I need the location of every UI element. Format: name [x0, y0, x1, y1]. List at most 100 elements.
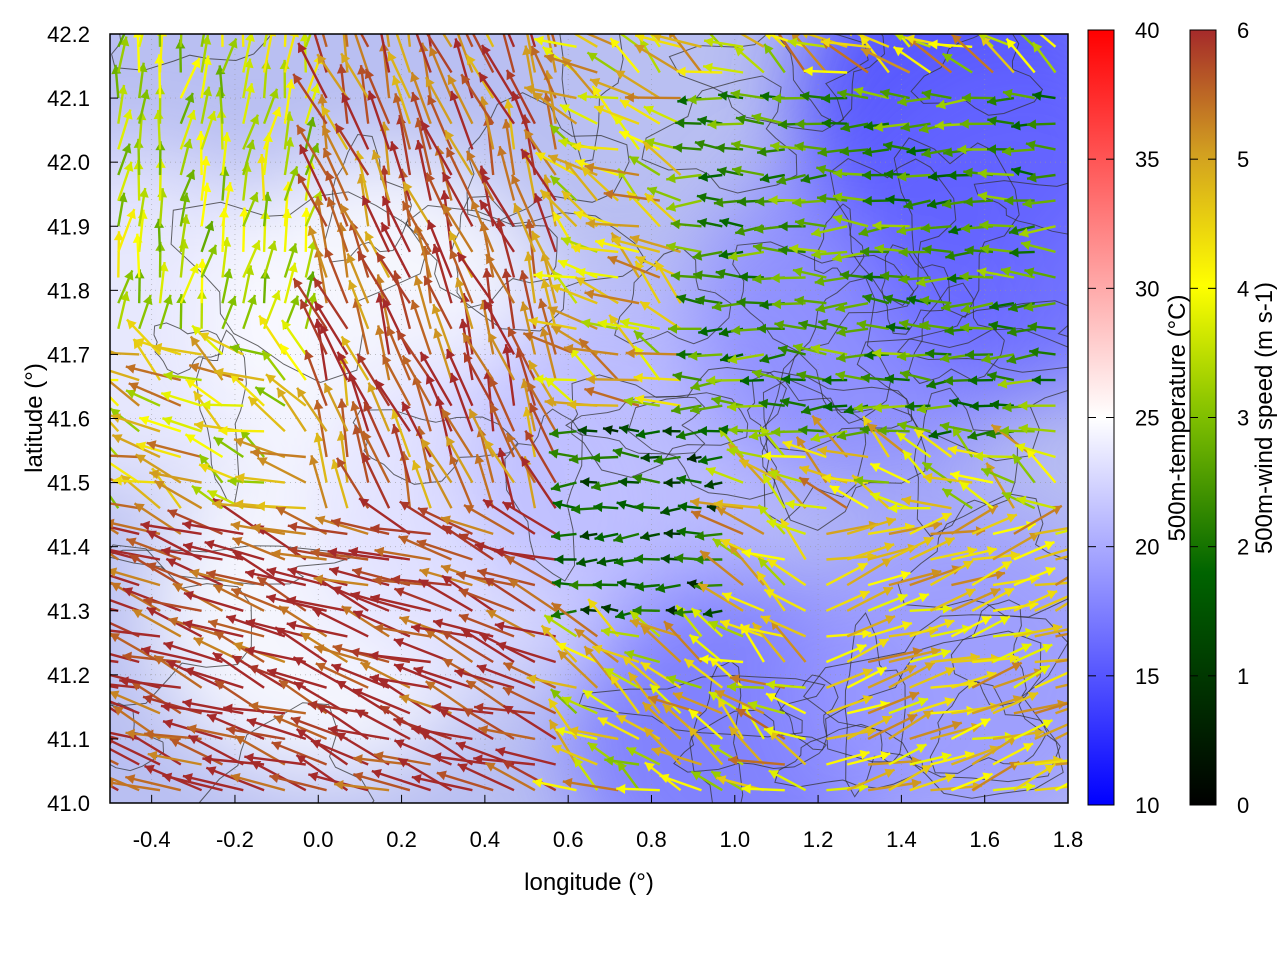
wind-vector [266, 668, 327, 689]
wind-vector [460, 73, 495, 125]
y-tick-label: 41.8 [47, 278, 90, 303]
wind-vector [1013, 643, 1053, 664]
wind-vector [628, 155, 661, 177]
wind-vector [760, 615, 807, 638]
wind-vector [286, 620, 348, 638]
wind-vector [969, 401, 994, 412]
wind-vector [663, 477, 681, 488]
wind-vector [502, 686, 557, 715]
wind-vector [901, 495, 952, 510]
wind-vector [779, 397, 806, 408]
wind-vector [898, 247, 931, 258]
wind-vector [370, 594, 431, 612]
wind-vector [478, 725, 536, 741]
wind-vector [609, 37, 640, 74]
wind-vector [110, 632, 161, 664]
wind-vector [915, 276, 952, 287]
wind-vector [445, 348, 474, 407]
wind-vector [867, 664, 917, 689]
wind-vector [629, 610, 661, 638]
wind-vector [117, 208, 136, 253]
wind-vector [125, 728, 181, 741]
wind-vector [835, 370, 869, 382]
contour-line [466, 92, 630, 224]
wind-vector [415, 34, 432, 73]
wind-vector [971, 587, 1015, 612]
wind-vector [158, 34, 162, 47]
wind-vector [756, 146, 785, 157]
wind-vector [1034, 526, 1068, 536]
wind-vector [110, 378, 119, 382]
wind-vector [391, 75, 412, 125]
contour-line [195, 329, 247, 505]
wind-vector [160, 702, 223, 715]
wind-vector [836, 352, 869, 363]
wind-vector [299, 631, 349, 664]
wind-vector [811, 225, 848, 238]
wind-vector [997, 378, 1035, 389]
wind-vector [117, 84, 128, 124]
wind-vector [964, 349, 994, 360]
wind-vector [313, 399, 328, 458]
wind-vector [792, 343, 827, 356]
wind-vector [587, 598, 620, 638]
wind-vector [597, 716, 640, 740]
wind-vector [585, 374, 640, 385]
contour-line [565, 395, 706, 455]
wind-vector [367, 90, 391, 150]
wind-vector [992, 531, 1040, 561]
contour-line [614, 246, 732, 345]
wind-vector [668, 323, 702, 334]
wind-vector [798, 425, 827, 436]
wind-vector [959, 271, 994, 282]
contour-line [973, 180, 1068, 235]
wind-vector [655, 583, 681, 593]
wind-vector [340, 335, 370, 381]
wind-vector [478, 199, 516, 253]
wind-vector [826, 726, 877, 741]
wind-vector [182, 619, 244, 638]
wind-vector [389, 141, 412, 201]
wind-vector [380, 221, 411, 279]
wind-vector [625, 746, 661, 766]
wind-vector [711, 395, 744, 407]
wind-vector [488, 376, 516, 432]
wind-vector [616, 578, 640, 589]
wind-vector [335, 679, 390, 715]
wind-vector [393, 717, 452, 741]
wind-vector [569, 580, 598, 591]
wind-vector [497, 447, 516, 509]
wind-vector [304, 349, 328, 407]
wind-vector [113, 231, 124, 278]
wind-vector [643, 726, 682, 766]
wind-vector [242, 82, 255, 124]
wind-vector [625, 348, 681, 359]
wind-vector [334, 123, 370, 176]
wind-vector [584, 289, 640, 305]
wind-vector [465, 150, 495, 202]
wind-vector [280, 319, 307, 356]
wind-vector [313, 196, 328, 253]
wind-vector [205, 569, 265, 587]
wind-vector [153, 479, 203, 510]
wind-vector [110, 581, 161, 612]
wind-vector [862, 293, 890, 305]
wind-vector [161, 546, 223, 561]
wind-vector [751, 369, 786, 382]
wind-vector [1034, 628, 1068, 638]
wind-vector [941, 487, 973, 510]
wind-vector [916, 403, 952, 414]
wind-vector [770, 273, 806, 284]
wind-vector [372, 575, 431, 587]
wind-vector [869, 462, 911, 484]
wind-vector [728, 725, 765, 766]
wind-vector [1055, 707, 1068, 715]
wind-vector [413, 666, 473, 689]
wind-vector [1034, 702, 1068, 715]
wind-vector [987, 116, 1015, 126]
wind-vector [697, 218, 723, 228]
wind-vector [424, 76, 453, 125]
y-axis-label: latitude (°) [21, 363, 48, 473]
wind-vector [981, 353, 1015, 364]
wind-vector [1055, 683, 1068, 689]
